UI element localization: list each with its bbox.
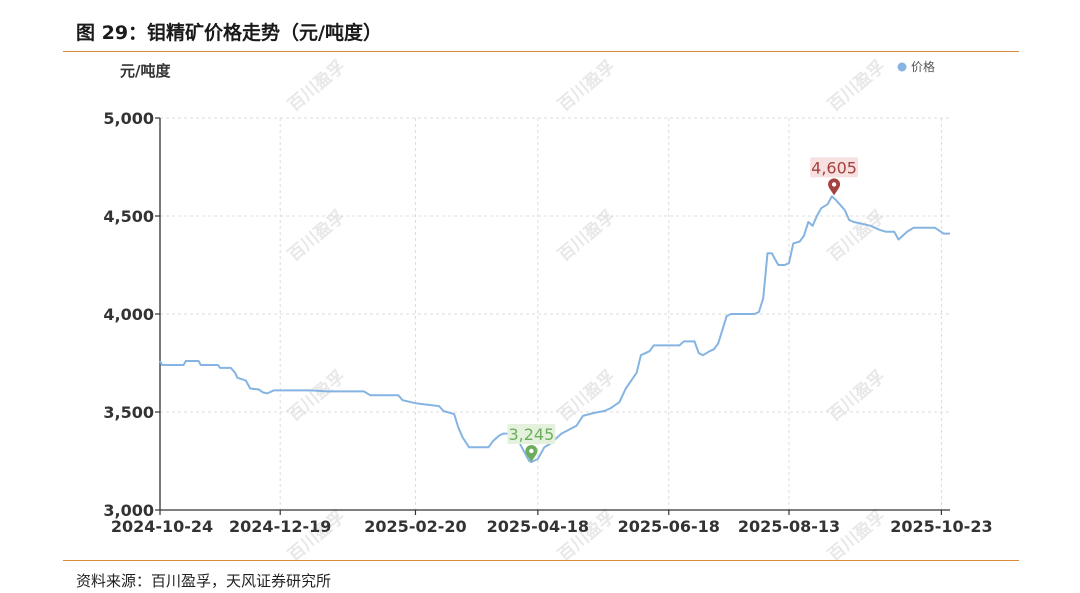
- annotations: 3,245 4,605: [507, 157, 859, 462]
- watermark-text: 百川盈孚: [824, 366, 890, 426]
- watermark-text: 百川盈孚: [554, 206, 620, 266]
- source-note: 资料来源：百川盈孚，天风证券研究所: [76, 572, 332, 590]
- x-tick-label: 2025-06-18: [618, 517, 720, 536]
- legend-label: 价格: [911, 59, 935, 74]
- watermark-text: 百川盈孚: [824, 206, 890, 266]
- max-marker-pin: [828, 178, 841, 196]
- x-tick-label: 2025-02-20: [364, 517, 466, 536]
- y-tick-label: 4,500: [103, 207, 154, 226]
- x-tick-label: 2024-12-19: [229, 517, 331, 536]
- max-marker-dot: [831, 182, 837, 187]
- series-group: [159, 195, 950, 463]
- watermark-text: 百川盈孚: [554, 366, 620, 426]
- y-tick-label: 3,500: [103, 403, 154, 422]
- min-marker-dot: [529, 448, 534, 454]
- min-label-background: [507, 423, 556, 444]
- x-tick-label: 2025-04-18: [487, 517, 589, 536]
- x-tick-label: 2025-08-13: [738, 517, 840, 536]
- max-label-background: [810, 157, 859, 178]
- legend-marker: [897, 62, 907, 72]
- y-unit-label: 元/吨度: [120, 62, 171, 80]
- figure-title: 图 29：钼精矿价格走势（元/吨度）: [76, 22, 382, 44]
- x-tick-labels: 2024-10-24 2024-12-19 2025-02-20 2025-04-18…: [111, 517, 993, 536]
- x-tick-label: 2024-10-24: [111, 517, 213, 536]
- watermark-text: 百川盈孚: [284, 56, 350, 116]
- watermark-text: 百川盈孚: [824, 56, 890, 116]
- y-tick-label: 4,000: [103, 305, 154, 324]
- watermark-text: 百川盈孚: [284, 206, 350, 266]
- top-rule: [63, 51, 1019, 52]
- x-tick-label: 2025-10-23: [890, 517, 992, 536]
- axes: [155, 117, 950, 515]
- y-tick-label: 5,000: [103, 109, 154, 128]
- watermark-text: 百川盈孚: [284, 366, 350, 426]
- bottom-rule: [63, 560, 1019, 561]
- price-series-line: [159, 195, 950, 463]
- y-tick-label: 3,000: [103, 501, 154, 520]
- legend[interactable]: 价格: [897, 59, 936, 74]
- y-tick-labels: 3,000 3,500 4,000 4,500 5,000: [103, 109, 154, 520]
- max-value-label: 4,605: [811, 158, 857, 177]
- min-marker-pin: [525, 444, 538, 462]
- watermark-text: 百川盈孚: [554, 56, 620, 116]
- min-value-label: 3,245: [508, 425, 554, 444]
